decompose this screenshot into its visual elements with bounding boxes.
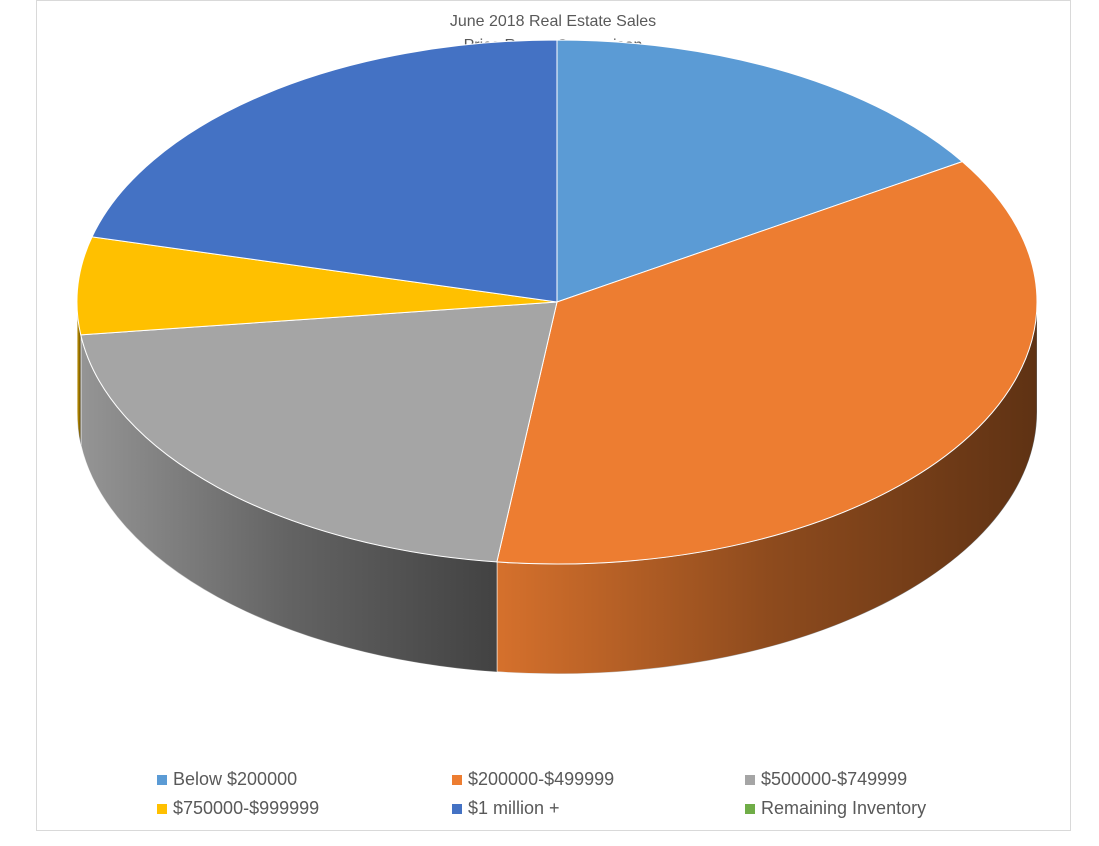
- slice: [76, 236, 558, 336]
- slice: [80, 301, 558, 563]
- legend-swatch: [157, 775, 167, 785]
- slice: [91, 39, 558, 303]
- legend-swatch: [452, 804, 462, 814]
- legend-label: Remaining Inventory: [761, 798, 926, 818]
- slice: [496, 161, 1038, 565]
- legend-swatch: [452, 775, 462, 785]
- legend-swatch: [157, 804, 167, 814]
- slice-side-shade: [496, 302, 1037, 674]
- slice-side-shade: [77, 302, 81, 445]
- legend-swatch: [745, 804, 755, 814]
- legend-label: $200000-$499999: [468, 769, 614, 789]
- legend-label: Below $200000: [173, 769, 297, 789]
- legend-label: $1 million +: [468, 798, 560, 818]
- legend-swatch: [745, 775, 755, 785]
- chart-title: June 2018 Real Estate Sales: [450, 13, 656, 30]
- slice: [556, 39, 964, 303]
- legend-label: $750000-$999999: [173, 798, 319, 818]
- legend-label: $500000-$749999: [761, 769, 907, 789]
- slice-side-shade: [80, 334, 497, 672]
